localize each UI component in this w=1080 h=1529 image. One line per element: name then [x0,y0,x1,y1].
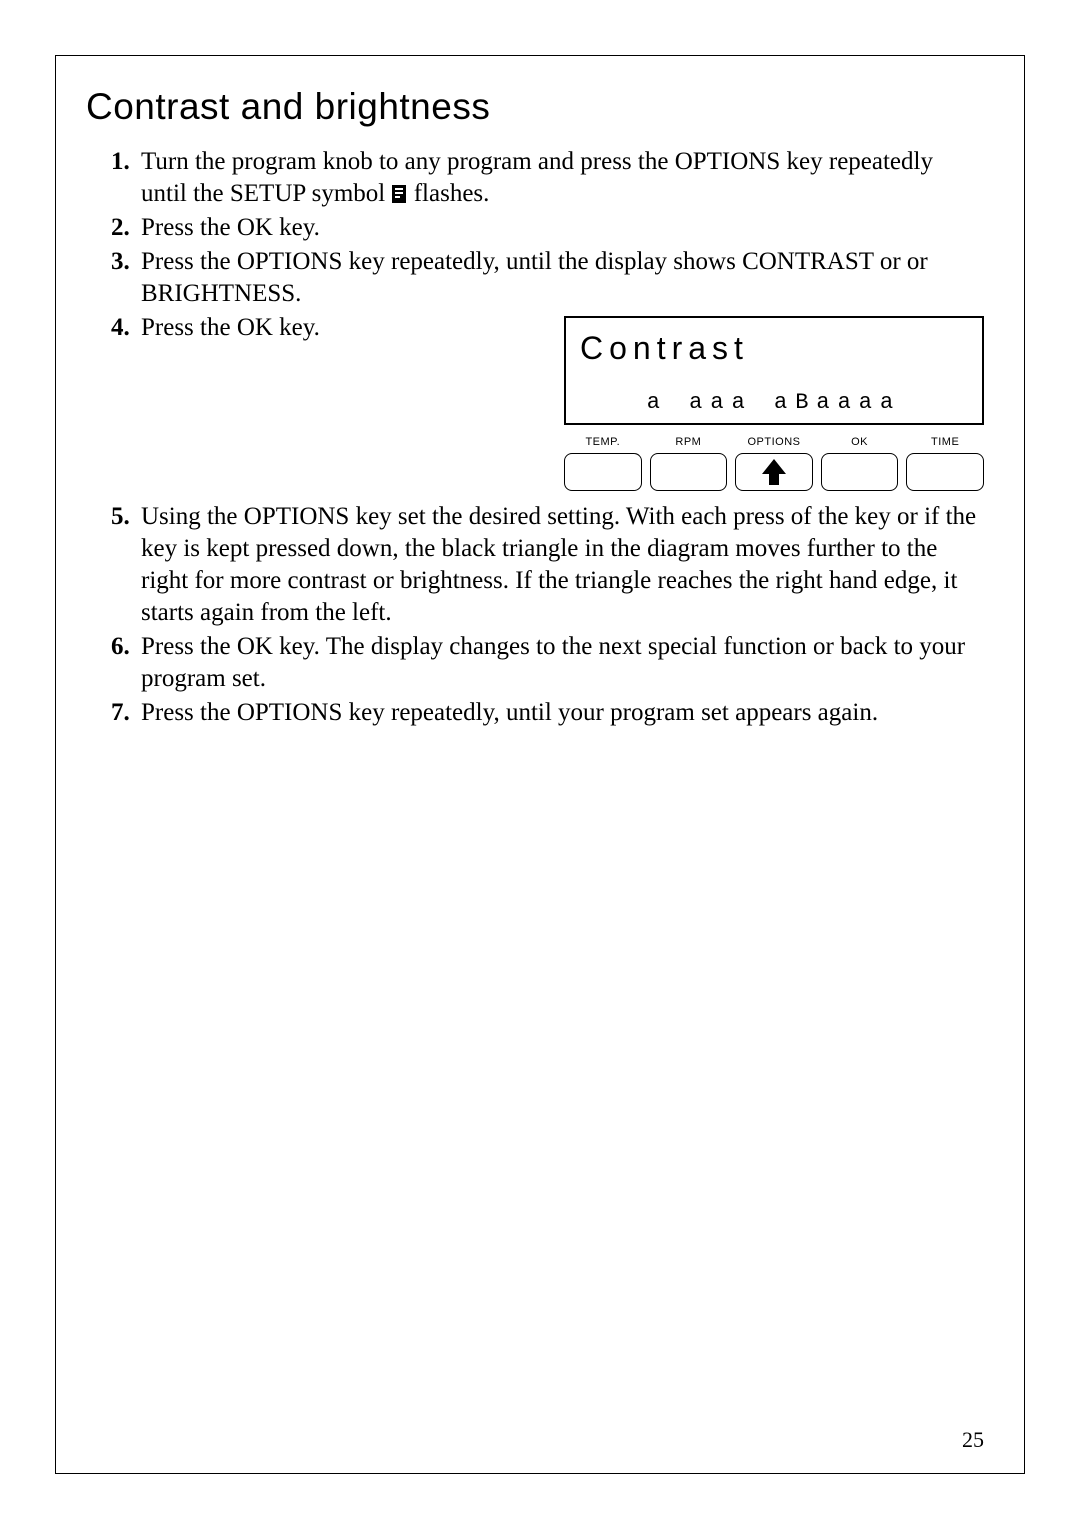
display-screen: Contrast a aaa aBaaaa [564,316,984,425]
page-number: 25 [962,1427,984,1453]
btn-ok: OK [821,435,899,491]
step-3: Press the OPTIONS key repeatedly, until … [141,246,984,310]
btn-temp: TEMP. [564,435,642,491]
btn-rpm-shape [650,453,728,491]
btn-rpm-label: RPM [650,435,728,449]
btn-temp-label: TEMP. [564,435,642,449]
btn-options-label: OPTIONS [735,435,813,449]
btn-options: OPTIONS [735,435,813,491]
setup-symbol-icon [391,184,407,204]
btn-ok-label: OK [821,435,899,449]
btn-ok-shape [821,453,899,491]
btn-temp-shape [564,453,642,491]
btn-options-shape [735,453,813,491]
instruction-list: Turn the program knob to any program and… [141,146,984,729]
display-title: Contrast [580,328,968,369]
step-1-text-b: flashes. [414,180,490,207]
step-1-text-a: Turn the program knob to any program and… [141,148,933,207]
display-diagram: Contrast a aaa aBaaaa TEMP. RPM [564,316,984,491]
step-5: Using the OPTIONS key set the desired se… [141,501,984,629]
btn-time-label: TIME [906,435,984,449]
btn-rpm: RPM [650,435,728,491]
btn-time: TIME [906,435,984,491]
button-row: TEMP. RPM OPTIONS [564,435,984,491]
step-1: Turn the program knob to any program and… [141,146,984,210]
page-frame: Contrast and brightness Turn the program… [55,55,1025,1474]
section-heading: Contrast and brightness [86,86,984,128]
step-2: Press the OK key. [141,212,984,244]
display-bar: a aaa aBaaaa [580,389,968,417]
step-7: Press the OPTIONS key repeatedly, until … [141,697,984,729]
step-4: Contrast a aaa aBaaaa TEMP. RPM [141,312,984,499]
step-4-text: Press the OK key. [141,314,320,341]
up-arrow-icon [759,457,789,487]
btn-time-shape [906,453,984,491]
step-6: Press the OK key. The display changes to… [141,631,984,695]
